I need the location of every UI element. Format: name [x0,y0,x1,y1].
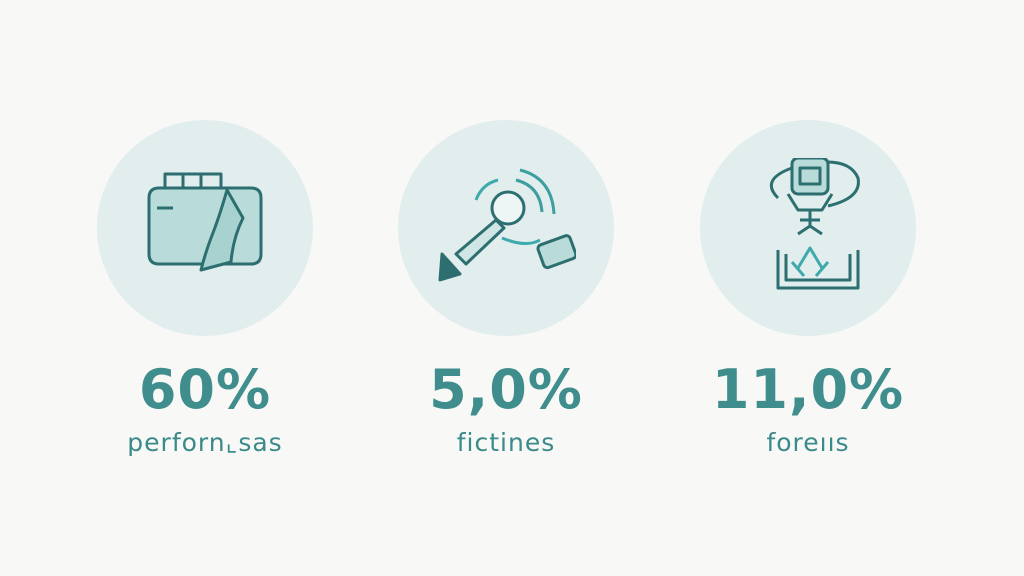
stat-value: 5,0% [429,358,583,421]
bed-box-icon [147,172,263,272]
icon-circle [97,120,313,336]
magnifier-signal-icon [438,168,576,282]
stat-label: perforn⌞sas [127,428,283,457]
icon-circle [700,120,916,336]
stat-label: fictines [456,428,556,457]
stat-value: 11,0% [711,358,905,421]
stat-value: 60% [138,358,272,421]
icon-circle [398,120,614,336]
stat-label: foreııs [766,428,850,457]
chip-tray-icon [769,158,860,290]
